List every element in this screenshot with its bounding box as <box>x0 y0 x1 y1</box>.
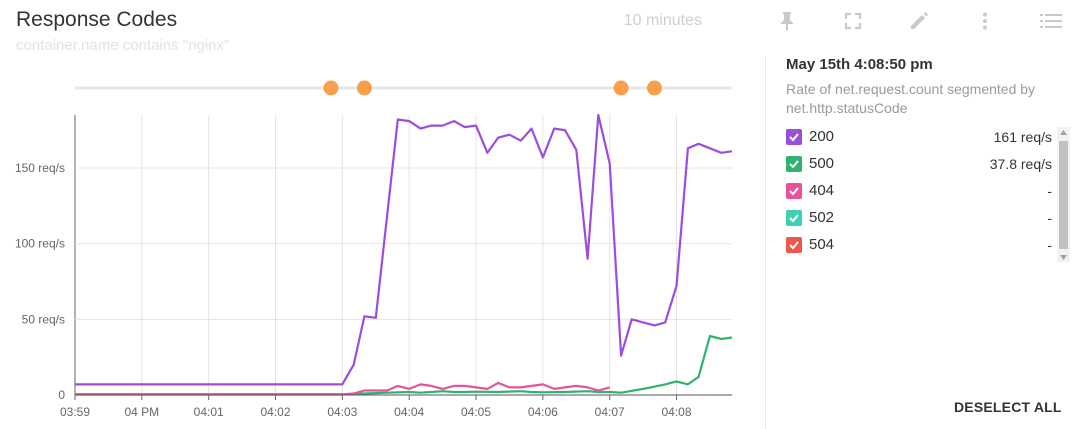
y-tick-label: 0 <box>58 388 65 402</box>
event-markers[interactable] <box>323 80 662 96</box>
x-axis-ticks: 03:59 04 PM 04:01 04:02 04:03 04:04 04:05 04:06… <box>60 395 692 419</box>
pin-icon[interactable] <box>776 10 798 32</box>
event-marker[interactable] <box>613 80 629 96</box>
event-marker[interactable] <box>323 80 339 96</box>
grid-lines <box>74 115 732 395</box>
x-tick-label: 04:03 <box>327 405 357 419</box>
edit-icon[interactable] <box>908 10 930 32</box>
panel-subtitle: container.name contains "nginx" <box>16 37 230 54</box>
legend-item-name: 404 <box>809 182 835 199</box>
y-axis-ticks: 0 50 req/s 100 req/s 150 req/s <box>15 161 65 402</box>
scroll-down-arrow-icon[interactable] <box>1057 252 1070 262</box>
legend-item-name: 502 <box>809 209 835 226</box>
legend-item-name: 500 <box>809 155 835 172</box>
legend-timestamp: May 15th 4:08:50 pm <box>786 56 933 73</box>
legend-panel: May 15th 4:08:50 pm Rate of net.request.… <box>765 56 1076 429</box>
legend-item-200[interactable]: 200 161 req/s <box>786 123 1052 150</box>
x-tick-label: 04:01 <box>194 405 224 419</box>
legend-item-name: 504 <box>809 236 835 253</box>
x-tick-label: 04:02 <box>260 405 290 419</box>
checkbox-checked-icon[interactable] <box>786 236 802 253</box>
y-tick-label: 150 req/s <box>15 161 65 175</box>
series-line-500[interactable] <box>75 334 733 396</box>
legend-item-value: - <box>1047 182 1052 199</box>
panel-toolbar: 10 minutes <box>624 8 1062 34</box>
panel-title: Response Codes <box>16 8 178 31</box>
checkbox-checked-icon[interactable] <box>786 182 802 199</box>
scrollbar-thumb[interactable] <box>1059 141 1068 249</box>
x-tick-label: 04:07 <box>595 405 625 419</box>
legend-list: 200 161 req/s 500 37.8 req/s 404 - 502 -… <box>786 123 1052 258</box>
x-tick-label: 04:08 <box>662 405 692 419</box>
legend-item-value: 161 req/s <box>993 128 1052 145</box>
checkbox-checked-icon[interactable] <box>786 155 802 172</box>
series-lines[interactable] <box>75 113 733 396</box>
y-tick-label: 100 req/s <box>15 237 65 251</box>
series-line-200[interactable] <box>75 113 733 386</box>
event-marker[interactable] <box>356 80 372 96</box>
legend-description: Rate of net.request.count segmented by n… <box>786 81 1036 116</box>
response-codes-chart[interactable]: 03:59 04 PM 04:01 04:02 04:03 04:04 04:05 04:06… <box>0 60 760 429</box>
legend-item-502[interactable]: 502 - <box>786 204 1052 231</box>
more-vertical-icon[interactable] <box>974 10 996 32</box>
legend-item-value: - <box>1047 236 1052 253</box>
checkbox-checked-icon[interactable] <box>786 209 802 226</box>
legend-item-504[interactable]: 504 - <box>786 231 1052 258</box>
legend-item-value: 37.8 req/s <box>989 155 1052 172</box>
legend-item-value: - <box>1047 209 1052 226</box>
legend-scrollbar[interactable] <box>1057 127 1070 262</box>
x-tick-label: 04:05 <box>461 405 491 419</box>
legend-item-name: 200 <box>809 128 835 145</box>
time-range-label[interactable]: 10 minutes <box>623 12 702 29</box>
checkbox-checked-icon[interactable] <box>786 128 802 145</box>
scroll-up-arrow-icon[interactable] <box>1057 127 1070 137</box>
x-tick-label: 03:59 <box>60 405 90 419</box>
deselect-all-button[interactable]: DESELECT ALL <box>954 399 1062 415</box>
x-tick-label: 04:04 <box>394 405 424 419</box>
legend-item-500[interactable]: 500 37.8 req/s <box>786 150 1052 177</box>
legend-list-icon[interactable] <box>1040 10 1062 32</box>
fullscreen-icon[interactable] <box>842 10 864 32</box>
x-tick-label: 04 PM <box>124 405 159 419</box>
legend-item-404[interactable]: 404 - <box>786 177 1052 204</box>
y-tick-label: 50 req/s <box>22 312 65 326</box>
series-line-404[interactable] <box>75 381 610 396</box>
x-tick-label: 04:06 <box>528 405 558 419</box>
event-marker[interactable] <box>646 80 662 96</box>
